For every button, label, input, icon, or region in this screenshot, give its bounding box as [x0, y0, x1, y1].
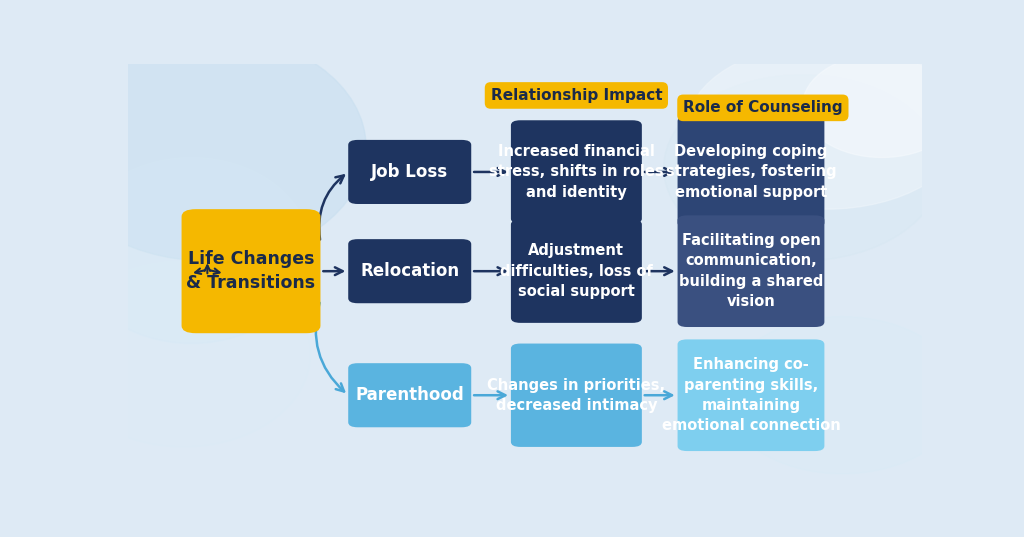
- FancyBboxPatch shape: [678, 215, 824, 327]
- Text: Facilitating open
communication,
building a shared
vision: Facilitating open communication, buildin…: [679, 233, 823, 309]
- FancyBboxPatch shape: [511, 120, 642, 223]
- FancyBboxPatch shape: [348, 363, 471, 427]
- Text: Parenthood: Parenthood: [355, 386, 464, 404]
- FancyBboxPatch shape: [181, 209, 321, 333]
- Ellipse shape: [56, 261, 310, 447]
- Text: Adjustment
difficulties, loss of
social support: Adjustment difficulties, loss of social …: [500, 243, 653, 299]
- Text: Enhancing co-
parenting skills,
maintaining
emotional connection: Enhancing co- parenting skills, maintain…: [662, 357, 841, 433]
- FancyBboxPatch shape: [348, 140, 471, 204]
- Ellipse shape: [723, 317, 962, 474]
- FancyBboxPatch shape: [511, 344, 642, 447]
- Text: Changes in priorities,
decreased intimacy: Changes in priorities, decreased intimac…: [487, 378, 666, 413]
- Text: Increased financial
stress, shifts in roles
and identity: Increased financial stress, shifts in ro…: [489, 144, 664, 200]
- Ellipse shape: [48, 33, 367, 261]
- Text: Developing coping
strategies, fostering
emotional support: Developing coping strategies, fostering …: [666, 144, 837, 200]
- Ellipse shape: [664, 75, 941, 261]
- Ellipse shape: [327, 375, 723, 498]
- Text: Job Loss: Job Loss: [371, 163, 449, 181]
- Text: Relationship Impact: Relationship Impact: [490, 88, 663, 103]
- FancyBboxPatch shape: [678, 339, 824, 451]
- FancyBboxPatch shape: [678, 116, 824, 228]
- FancyBboxPatch shape: [511, 220, 642, 323]
- Ellipse shape: [73, 157, 310, 344]
- FancyBboxPatch shape: [348, 239, 471, 303]
- Ellipse shape: [803, 54, 962, 157]
- Text: Role of Counseling: Role of Counseling: [683, 100, 843, 115]
- Text: Relocation: Relocation: [360, 262, 460, 280]
- Ellipse shape: [687, 43, 966, 209]
- Text: Life Changes
& Transitions: Life Changes & Transitions: [186, 250, 315, 292]
